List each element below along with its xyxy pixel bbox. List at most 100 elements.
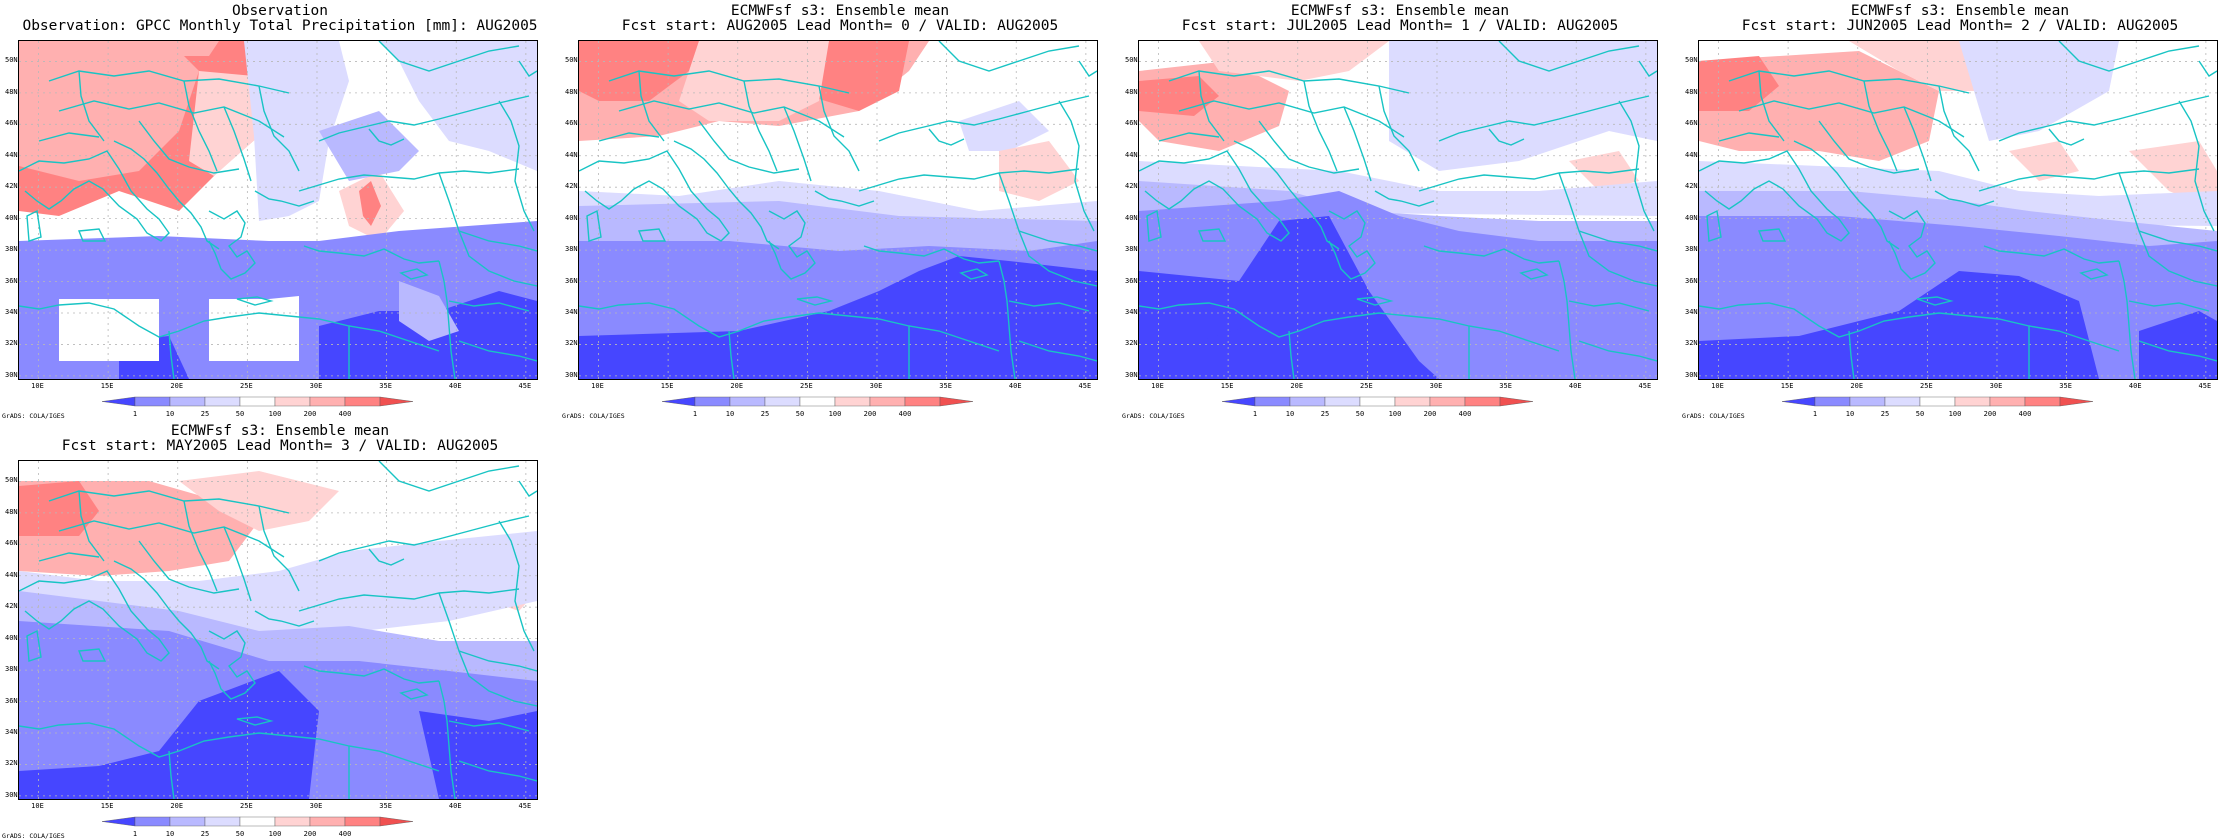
lat-tick-label: 50N [1685,56,1698,65]
coastline [298,588,520,612]
lon-tick-label: 20E [170,382,184,390]
lon-tick-label: 35E [939,382,952,390]
coastline [1848,330,1855,379]
coastline [254,190,315,207]
coastline [1793,140,1900,250]
coastline [1008,300,1090,312]
coastline [1578,230,1657,252]
colorbar-level-label: 25 [200,410,210,418]
lon-tick-label: 40E [1568,382,1582,390]
colorbar-swatch [2059,396,2094,407]
grads-credit: GrADS: COLA/IGES [1682,412,1745,420]
lat-tick-label: 42N [1685,182,1698,191]
precip-contour-region [809,41,909,111]
lat-tick-label: 50N [5,56,18,65]
coastline [1903,106,1932,182]
colorbar-level-label: 25 [200,830,210,838]
panel-title-line2: Fcst start: AUG2005 Lead Month= 0 / VALI… [621,18,1059,34]
lon-tick-label: 25E [1360,382,1373,390]
coastline [438,260,456,379]
colorbar-swatch [1254,396,1291,407]
coastline [608,70,850,94]
coastline [579,302,1000,352]
lat-tick-label: 38N [5,665,18,674]
coastline [638,228,667,242]
coastline [368,548,405,566]
coastline [1568,300,1650,312]
lat-tick-label: 38N [565,245,578,254]
colorbar-swatch [169,396,206,407]
colorbar-swatch [1849,396,1886,407]
coastline [1288,330,1295,379]
colorbar-swatch [101,396,136,407]
map-panel-observation: Observation Observation: GPCC Monthly Tot… [0,0,560,420]
precip-contour-region [19,671,319,799]
coastline [1738,100,1965,138]
lat-tick-label: 48N [1685,87,1698,96]
precip-contour-region [1199,311,1339,379]
coastline [138,120,240,174]
coastline [1488,128,1525,146]
lat-tick-label: 50N [5,476,18,485]
grads-credit: GrADS: COLA/IGES [2,412,65,420]
colorbar-level-label: 50 [1915,410,1925,418]
lat-tick-label: 36N [1125,276,1138,285]
coastline [1888,210,1936,280]
colorbar-swatch [101,816,136,827]
lon-tick-label: 25E [240,802,253,810]
coastline [223,106,252,182]
precip-contour-region [159,41,219,56]
colorbar-swatch [344,396,381,407]
colorbar [101,816,414,827]
coastline [318,95,530,142]
lon-tick-label: 25E [240,382,253,390]
precip-contour-region [2139,311,2217,379]
colorbar-swatch [1919,396,1956,407]
coastline [2058,41,2200,72]
colorbar-level-label: 10 [1845,410,1855,418]
coastline [1378,85,1420,172]
colorbar-level-label: 400 [2018,410,2032,418]
coastline [19,302,440,352]
coastline [438,592,537,707]
colorbar-swatch [134,396,171,407]
colorbar-level-label: 100 [828,410,842,418]
coastline [298,168,520,192]
colorbar-level-label: 10 [165,830,175,838]
coastline [2178,100,2215,232]
colorbar-level-label: 100 [1388,410,1402,418]
colorbar-level-label: 400 [338,410,352,418]
colorbar-level-label: 25 [1880,410,1890,418]
colorbar-level-label: 100 [268,830,282,838]
colorbar-swatch [169,816,206,827]
coastline [768,210,816,280]
coastline [1374,190,1435,207]
panel-title-line2: Fcst start: JUL2005 Lead Month= 1 / VALI… [1181,18,1619,34]
coastline [208,210,256,280]
lat-tick-label: 48N [5,507,18,516]
coastline [183,80,218,172]
coastline [1328,210,1376,280]
colorbar [101,396,414,407]
colorbar-swatch [1884,396,1921,407]
lat-tick-label: 36N [5,276,18,285]
coastline [78,228,107,242]
lon-tick-label: 25E [1920,382,1933,390]
coastline [78,648,107,662]
colorbar-swatch [834,396,871,407]
precip-contour-region [359,181,381,226]
lon-tick-label: 35E [379,382,392,390]
lon-tick-label: 25E [800,382,813,390]
colorbar [1781,396,2094,407]
colorbar-swatch [1359,396,1396,407]
coastline [863,245,1000,264]
colorbar-level-label: 200 [1423,410,1437,418]
coastline [2079,268,2109,280]
colorbar-swatch [344,816,381,827]
precip-contour-region [399,281,459,341]
colorbar-swatch [1394,396,1431,407]
coastline [458,760,537,782]
colorbar-level-label: 1 [692,410,698,418]
precip-contour-region [189,71,259,176]
coastline [1818,120,1920,174]
